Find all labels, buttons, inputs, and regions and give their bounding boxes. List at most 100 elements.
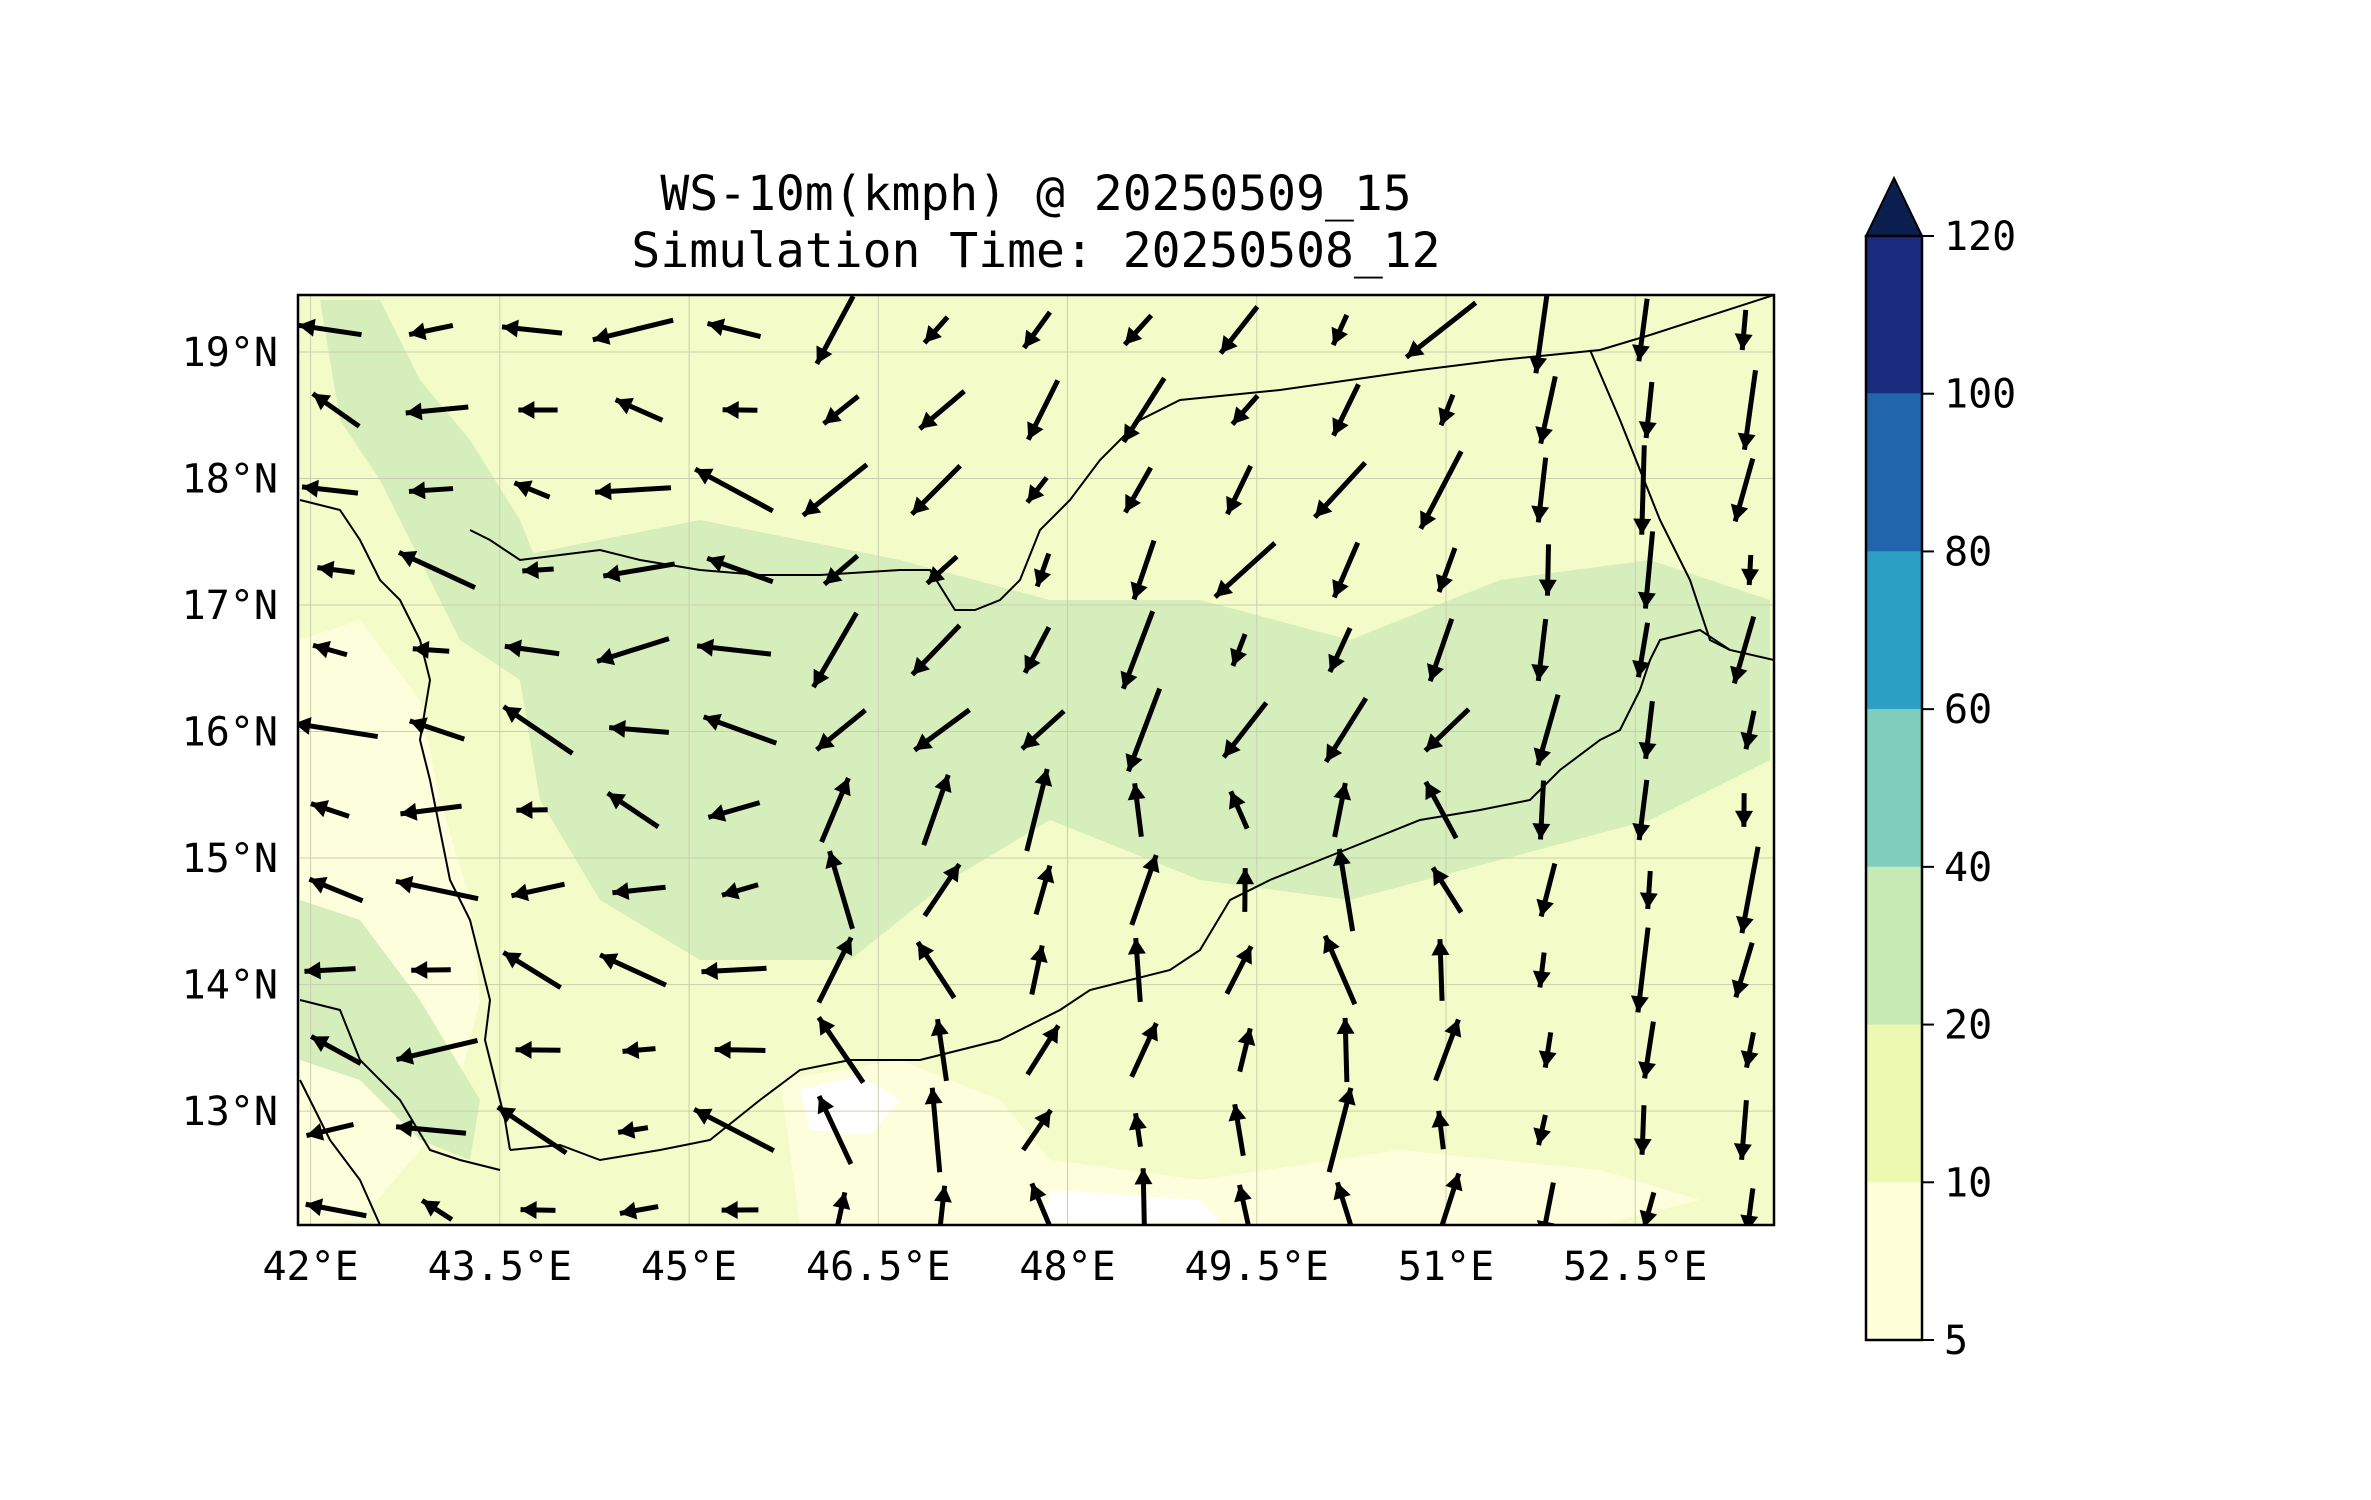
wind-arrow xyxy=(502,704,574,756)
wind-arrow xyxy=(1532,952,1551,988)
wind-arrow xyxy=(1022,310,1052,350)
wind-arrow xyxy=(1531,618,1550,682)
wind-arrow xyxy=(1638,1021,1656,1079)
wind-arrow xyxy=(814,295,856,366)
lon-tick-label: 49.5°E xyxy=(1185,1244,1330,1290)
colorbar-band xyxy=(1866,866,1922,1025)
wind-arrow xyxy=(1029,944,1048,996)
wind-arrow xyxy=(693,1107,775,1153)
wind-arrow xyxy=(1025,379,1061,441)
wind-arrow xyxy=(1125,687,1162,773)
lat-tick-label: 19°N xyxy=(182,330,278,376)
wind-arrow xyxy=(801,462,869,518)
wind-arrow xyxy=(501,319,563,338)
wind-arrow xyxy=(1022,626,1052,674)
wind-arrow xyxy=(913,707,971,753)
wind-arrow xyxy=(1436,547,1458,593)
wind-arrow xyxy=(1034,552,1052,588)
wind-arrow xyxy=(599,952,667,988)
wind-arrow xyxy=(1536,862,1558,918)
wind-arrow xyxy=(832,1191,851,1225)
wind-arrow xyxy=(1331,383,1361,437)
wind-arrow xyxy=(1632,622,1651,678)
strong-wind-region-sw xyxy=(300,900,480,1160)
wind-arrow xyxy=(1639,870,1658,910)
wind-arrow xyxy=(408,717,466,742)
wind-arrow xyxy=(1404,300,1478,360)
wind-arrow xyxy=(702,713,778,746)
colorbar-tick-label: 5 xyxy=(1944,1318,1968,1364)
lon-tick-label: 45°E xyxy=(641,1244,737,1290)
wind-arrow xyxy=(1730,457,1756,523)
colorbar-tick-label: 80 xyxy=(1944,529,1992,575)
wind-arrow xyxy=(518,401,558,420)
wind-arrow xyxy=(520,1200,556,1219)
wind-arrow xyxy=(825,850,855,930)
lat-tick-label: 15°N xyxy=(182,836,278,882)
colorbar-tick-label: 40 xyxy=(1944,845,1992,891)
wind-arrow xyxy=(1230,394,1260,426)
wind-arrow xyxy=(1218,305,1260,355)
wind-arrow xyxy=(1029,1182,1053,1225)
wind-arrow xyxy=(1418,450,1464,530)
wind-arrow xyxy=(1322,934,1358,1006)
wind-arrow xyxy=(1120,610,1156,690)
wind-arrow xyxy=(1630,927,1651,1013)
wind-arrow xyxy=(1438,393,1456,427)
wind-arrow xyxy=(1129,854,1160,926)
wind-arrow xyxy=(1025,1024,1061,1076)
wind-arrow xyxy=(816,936,854,1004)
colorbar-bands xyxy=(1866,236,1922,1340)
wind-arrow xyxy=(496,1104,568,1156)
wind-arrow xyxy=(1130,539,1157,601)
wind-arrow xyxy=(617,1120,649,1139)
wind-arrow xyxy=(1234,1184,1252,1225)
colorbar-extend-triangle xyxy=(1864,175,1924,237)
colorbar-tick-label: 60 xyxy=(1944,687,1992,733)
wind-arrow xyxy=(1213,541,1277,599)
wind-arrow xyxy=(312,640,348,659)
wind-arrow xyxy=(400,802,462,821)
wind-arrow xyxy=(408,481,454,500)
wind-arrow xyxy=(721,1201,759,1220)
wind-arrow xyxy=(301,479,359,498)
wind-arrow xyxy=(1128,1112,1147,1148)
colorbar-band xyxy=(1866,236,1922,394)
wind-arrow xyxy=(1734,793,1753,827)
calm-patch-aden xyxy=(800,1075,900,1135)
wind-arrow xyxy=(1127,783,1146,837)
latitude-ticks: 19°N 18°N 17°N 16°N 15°N 14°N 13°N xyxy=(182,330,278,1135)
wind-arrow xyxy=(1121,376,1167,444)
wind-arrow xyxy=(510,881,566,902)
colorbar-tick-label: 120 xyxy=(1944,214,2016,260)
wind-arrow xyxy=(504,639,560,658)
wind-arrow xyxy=(1129,1022,1159,1078)
colorbar-tick-label: 10 xyxy=(1944,1160,1992,1206)
lon-tick-label: 43.5°E xyxy=(428,1244,573,1290)
wind-vectors xyxy=(298,295,1761,1225)
lat-tick-label: 13°N xyxy=(182,1089,278,1135)
wind-arrow xyxy=(1326,1087,1356,1173)
wind-arrow xyxy=(1423,780,1459,840)
wind-arrow xyxy=(1426,617,1455,683)
wind-arrow xyxy=(921,774,952,846)
wind-arrow xyxy=(305,1122,355,1141)
wind-arrow xyxy=(1433,1018,1462,1082)
colorbar-ticks: 120 100 80 60 40 20 10 5 xyxy=(1922,214,2016,1364)
wind-arrow xyxy=(811,611,859,689)
wind-arrow xyxy=(304,961,356,980)
horn-coastline xyxy=(299,1079,381,1225)
wind-arrow xyxy=(397,550,477,590)
wind-arrow xyxy=(1741,554,1760,586)
wind-arrow xyxy=(305,1198,367,1219)
wind-arrow xyxy=(918,389,966,431)
wind-arrow xyxy=(1134,1168,1153,1225)
wind-arrow xyxy=(1021,1108,1053,1152)
wind-arrow xyxy=(308,876,364,904)
wind-arrow xyxy=(311,391,361,429)
title-line-2: Simulation Time: 20250508_12 xyxy=(631,223,1440,279)
wind-arrow xyxy=(1637,531,1656,609)
gulf-of-aden-coastline xyxy=(509,628,1774,1162)
wind-arrow xyxy=(1332,782,1352,838)
wind-arrow xyxy=(395,1037,479,1065)
